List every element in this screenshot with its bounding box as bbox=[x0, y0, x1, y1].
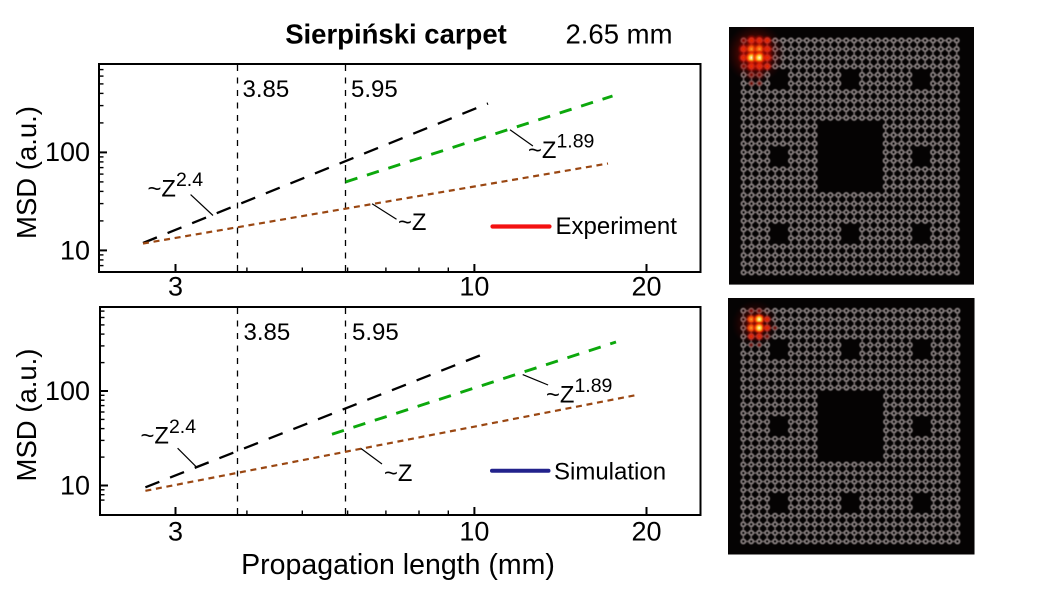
svg-text:20: 20 bbox=[632, 272, 662, 302]
svg-text:10: 10 bbox=[60, 470, 90, 500]
svg-text:3.85: 3.85 bbox=[244, 319, 291, 346]
svg-text:Experiment: Experiment bbox=[556, 213, 678, 240]
svg-text:~Z: ~Z bbox=[384, 460, 412, 487]
svg-text:Propagation length (mm): Propagation length (mm) bbox=[241, 549, 555, 581]
svg-text:Simulation: Simulation bbox=[554, 459, 666, 486]
svg-text:~Z2.4: ~Z2.4 bbox=[148, 169, 204, 203]
svg-text:3: 3 bbox=[168, 272, 183, 302]
svg-text:~Z: ~Z bbox=[398, 209, 426, 236]
svg-text:10: 10 bbox=[60, 236, 90, 266]
svg-text:2.65 mm: 2.65 mm bbox=[566, 18, 673, 49]
svg-text:10: 10 bbox=[459, 517, 489, 547]
svg-text:20: 20 bbox=[632, 517, 662, 547]
svg-text:100: 100 bbox=[45, 376, 90, 406]
svg-text:Sierpiński carpet: Sierpiński carpet bbox=[285, 18, 507, 49]
svg-text:5.95: 5.95 bbox=[351, 76, 398, 103]
svg-text:10: 10 bbox=[459, 272, 489, 302]
svg-text:3.85: 3.85 bbox=[243, 76, 290, 103]
svg-text:100: 100 bbox=[45, 137, 90, 167]
svg-text:3: 3 bbox=[168, 517, 183, 547]
svg-text:5.95: 5.95 bbox=[352, 319, 399, 346]
svg-text:MSD (a.u.): MSD (a.u.) bbox=[11, 106, 42, 239]
svg-text:MSD (a.u.): MSD (a.u.) bbox=[11, 349, 42, 482]
